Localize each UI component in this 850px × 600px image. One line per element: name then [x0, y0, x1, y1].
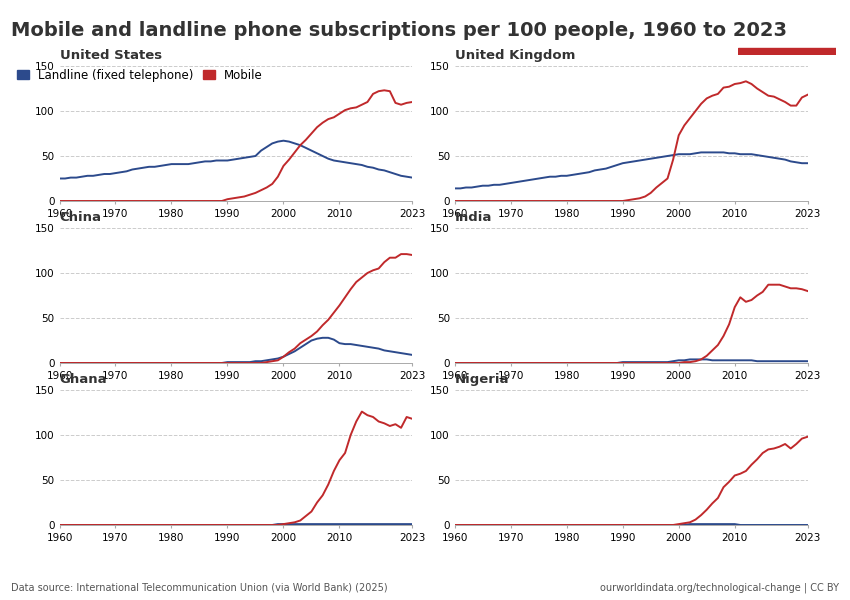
Text: India: India — [455, 211, 492, 224]
Text: United States: United States — [60, 49, 162, 62]
Text: China: China — [60, 211, 101, 224]
Text: Mobile and landline phone subscriptions per 100 people, 1960 to 2023: Mobile and landline phone subscriptions … — [11, 21, 787, 40]
Legend: Landline (fixed telephone), Mobile: Landline (fixed telephone), Mobile — [17, 69, 263, 82]
Text: in Data: in Data — [765, 32, 808, 41]
Text: ourworldindata.org/technological-change | CC BY: ourworldindata.org/technological-change … — [600, 582, 839, 593]
Text: United Kingdom: United Kingdom — [455, 49, 575, 62]
Text: Data source: International Telecommunication Union (via World Bank) (2025): Data source: International Telecommunica… — [11, 583, 388, 593]
Bar — [738, 49, 836, 55]
Text: Nigeria: Nigeria — [455, 373, 509, 386]
Text: Our World: Our World — [756, 15, 816, 25]
Text: Ghana: Ghana — [60, 373, 107, 386]
